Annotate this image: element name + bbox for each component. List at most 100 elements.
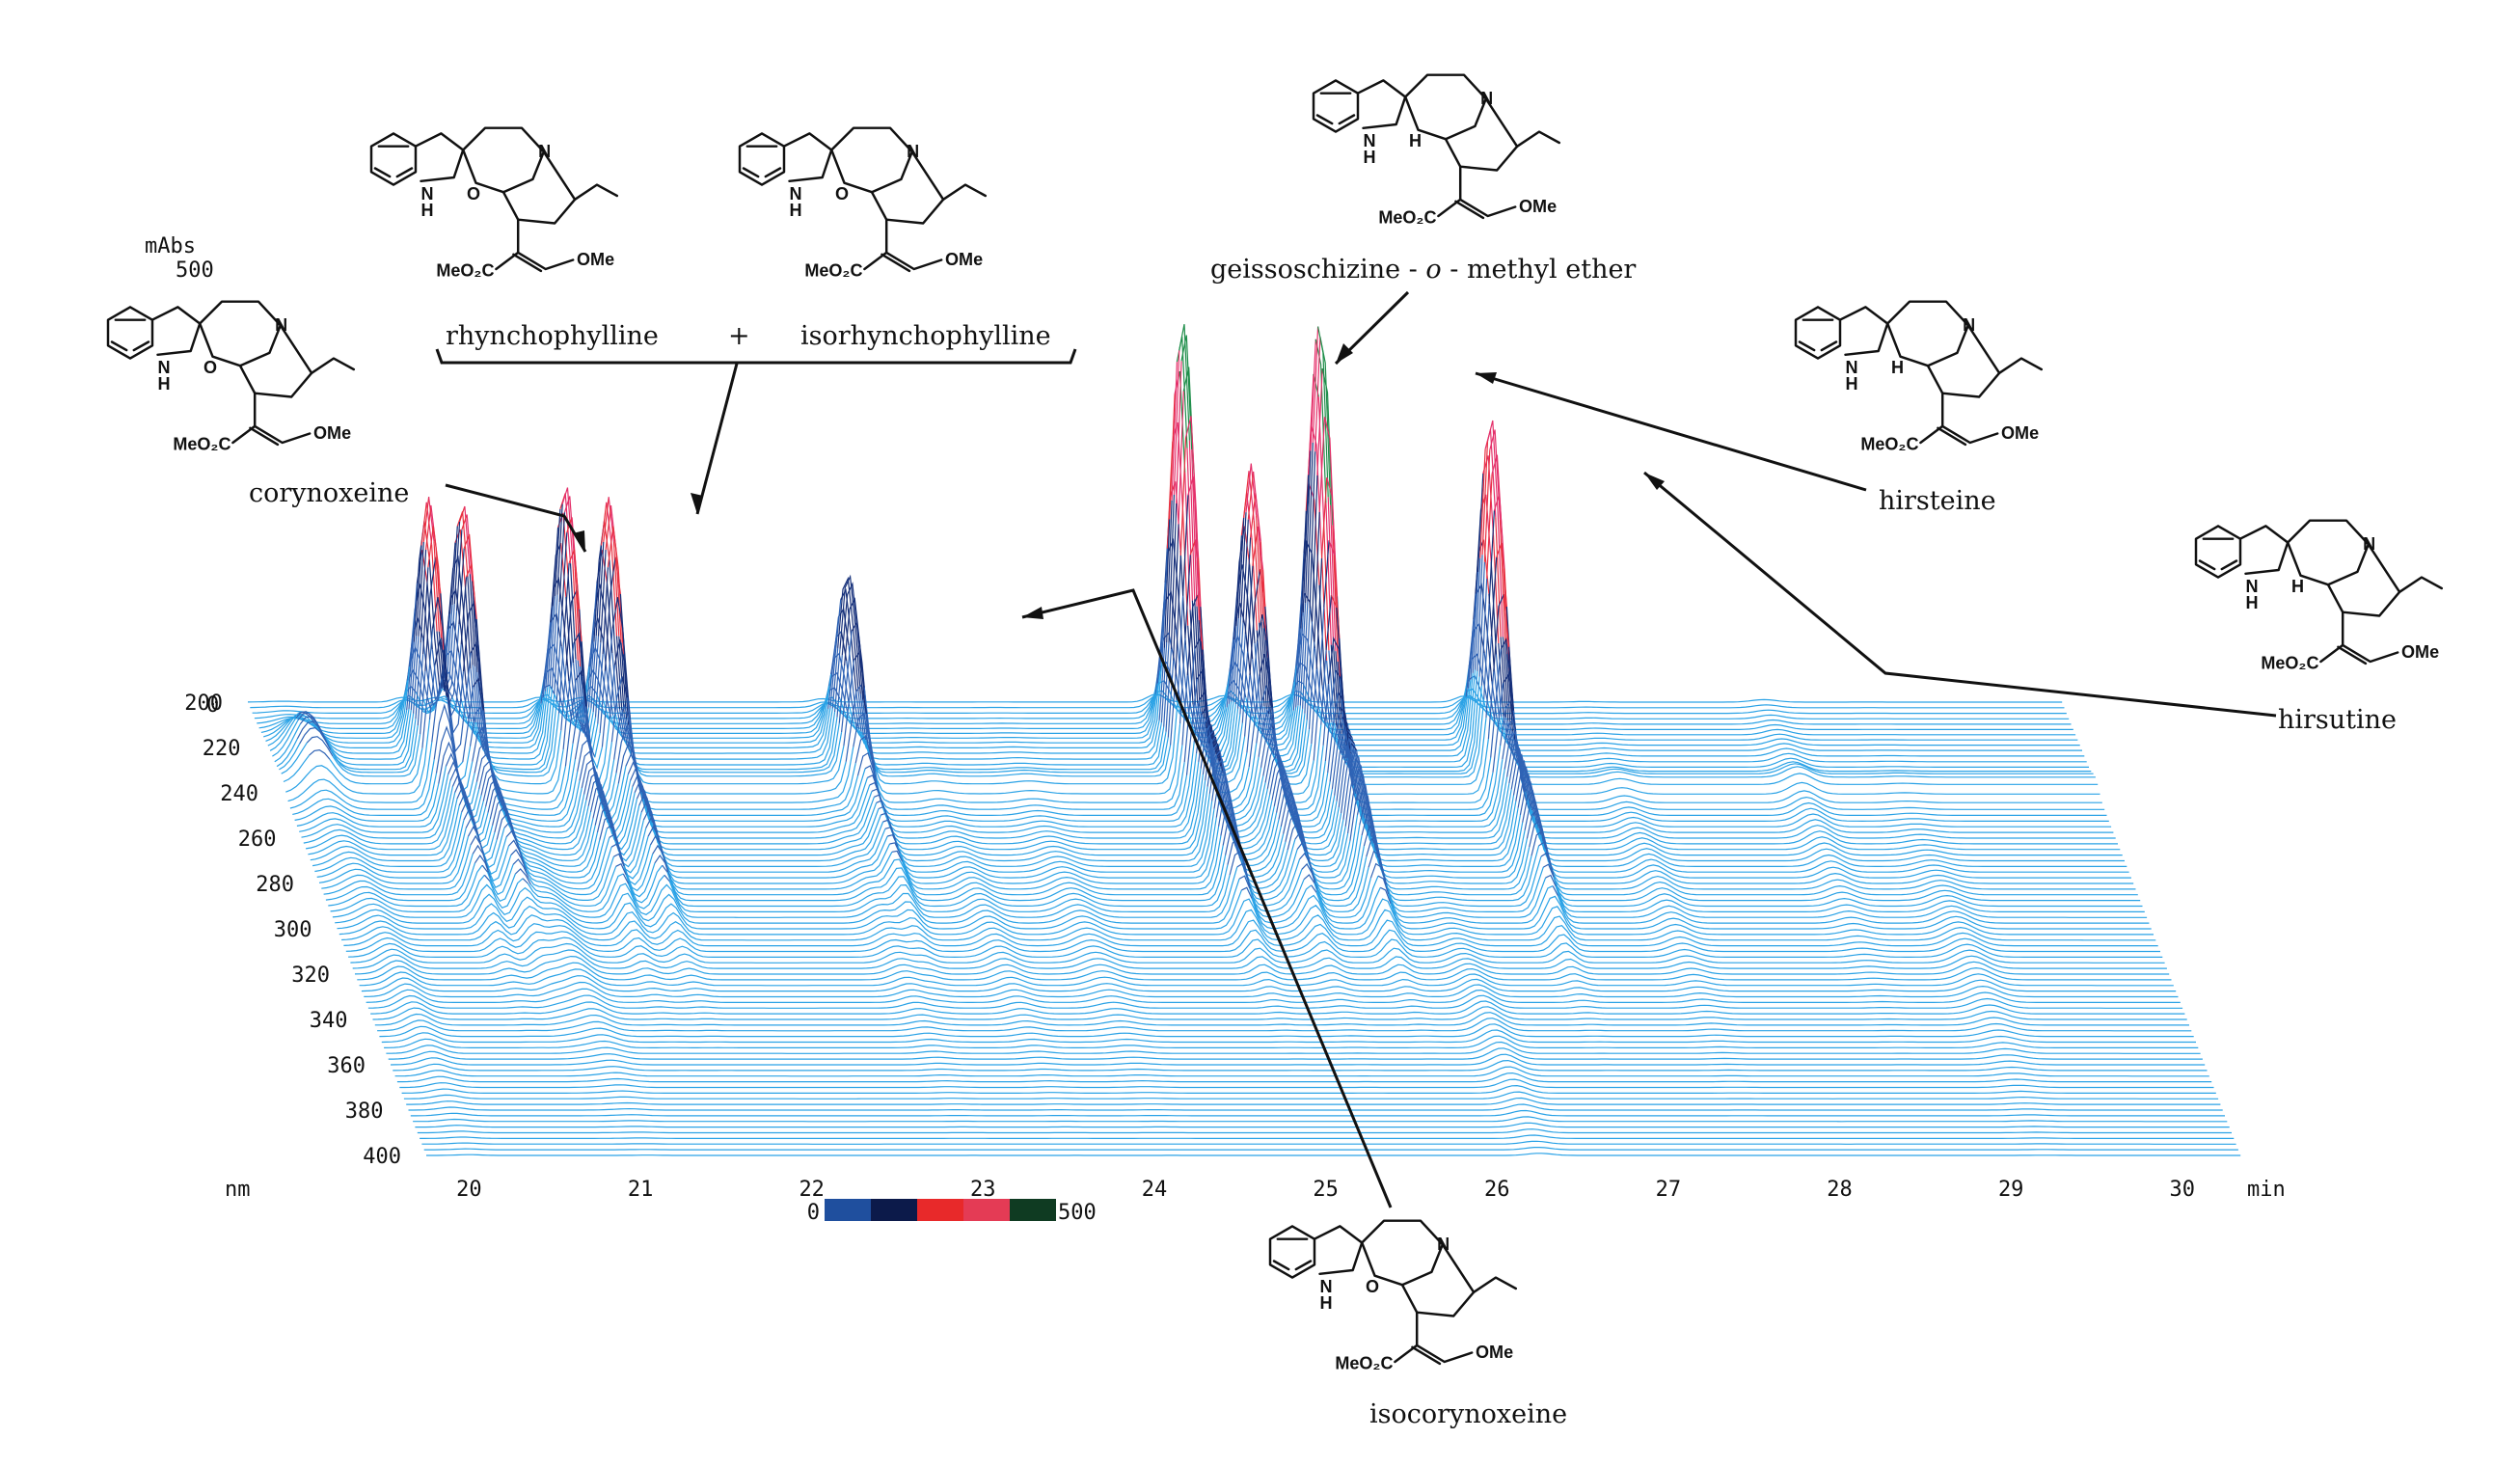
atom-label-ome: OMe: [2401, 642, 2439, 662]
spectrum-trace: [855, 670, 1161, 744]
spectrum-trace: [263, 680, 408, 739]
spectrum-trace: [1280, 791, 1308, 857]
atom-label-n: N: [275, 315, 287, 335]
y-tick-label: 300: [274, 918, 312, 942]
spectrum-trace: [488, 730, 562, 785]
spectrum-trace: [1235, 535, 1242, 627]
spectrum-trace: [1535, 822, 2123, 856]
spectrum-trace: [337, 889, 1242, 930]
spectrum-trace: [649, 834, 666, 864]
spectrum-trace: [388, 1047, 2203, 1060]
spectrum-trace: [415, 642, 421, 719]
spectrum-trace: [476, 671, 489, 760]
double-bond: [1937, 426, 1967, 447]
spectrum-trace: [1295, 628, 1302, 708]
spectrum-trace: [1527, 798, 2114, 833]
spectrum-trace: [895, 808, 1215, 873]
spectrum-trace: [1336, 730, 1348, 801]
spectrum-trace: [669, 855, 1227, 902]
spectrum-trace: [1260, 722, 1287, 803]
x-tick-label: 24: [1142, 1178, 1168, 1202]
spectrum-trace: [1509, 701, 1517, 732]
spectrum-trace: [318, 836, 470, 884]
spectrum-trace: [512, 858, 529, 879]
spectrum-trace: [276, 738, 298, 768]
spectrum-trace: [1346, 718, 1487, 785]
spectrum-trace: [447, 624, 460, 705]
spectrum-trace: [1306, 832, 1349, 873]
atom-label-h: H: [158, 374, 171, 394]
arrow-hirsteine: [1475, 371, 1867, 492]
spectrum-trace: [257, 686, 412, 724]
spectrum-trace: [1241, 833, 1285, 878]
spectrum-trace: [843, 660, 855, 747]
side-chain-bond: [495, 218, 575, 271]
spectrum-trace: [635, 731, 843, 777]
spectrum-trace: [1311, 668, 1317, 745]
spectrum-trace: [451, 526, 458, 606]
spectrum-trace: [494, 771, 579, 822]
atom-label-meo2c: MeO₂C: [1378, 208, 1436, 228]
spectrum-trace: [1494, 719, 2076, 736]
spectrum-trace: [1477, 473, 1484, 573]
spectrum-trace: [466, 514, 474, 582]
spectrum-trace: [884, 827, 897, 840]
spectrum-trace: [507, 811, 592, 856]
spectrum-trace: [522, 878, 528, 884]
atom-label-o: O: [1366, 1277, 1379, 1296]
spectrum-trace: [1255, 493, 1261, 542]
arrow-rhynchophylline: [695, 363, 739, 515]
spectrum-trace: [465, 587, 472, 669]
spectrum-trace: [309, 748, 331, 760]
spectrum-trace: [1322, 683, 1329, 746]
spectrum-trace: [1320, 649, 1327, 725]
spectrum-trace: [433, 541, 440, 632]
ethyl-bond: [2398, 576, 2444, 594]
side-chain-bond: [1919, 392, 1999, 445]
spectrum-trace: [1519, 766, 2096, 778]
arrowhead: [691, 493, 703, 514]
spectrum-trace: [1222, 773, 1234, 841]
atom-label-meo2c: MeO₂C: [2261, 654, 2318, 673]
spectrum-trace: [838, 665, 846, 723]
spectrum-trace: [350, 942, 2165, 964]
double-bond: [2337, 645, 2368, 665]
spectrum-trace: [1525, 791, 2112, 828]
spectrum-trace: [1547, 855, 2134, 884]
ring-bond: [198, 300, 283, 367]
spectrum-trace: [563, 496, 576, 569]
atom-label-ome: OMe: [313, 423, 351, 443]
spectrum-trace: [1490, 649, 1502, 758]
spectrum-trace: [1487, 671, 1495, 740]
spectrum-trace: [555, 615, 563, 702]
spectrum-trace: [416, 545, 422, 637]
spectrum-trace: [661, 835, 888, 879]
z-axis-title: mAbs: [145, 234, 196, 258]
spectrum-trace: [569, 563, 577, 660]
spectrum-trace: [1348, 738, 1489, 795]
spectrum-trace: [482, 772, 505, 812]
atom-label-ome: OMe: [577, 250, 614, 269]
spectrum-trace: [899, 826, 1220, 884]
spectrum-trace: [1379, 847, 1531, 890]
spectrum-trace: [519, 828, 608, 884]
spectrum-trace: [603, 497, 610, 542]
spectrum-trace: [372, 1006, 2187, 1020]
spectrum-trace: [647, 797, 875, 845]
spectrum-trace: [597, 654, 604, 724]
spectrum-trace: [422, 497, 430, 542]
five-ring-bond: [2238, 525, 2290, 576]
spectrum-trace: [514, 868, 531, 885]
spectrum-trace: [1369, 862, 1387, 885]
spectrum-trace: [487, 693, 555, 771]
ethyl-bond: [941, 183, 988, 202]
x-tick-label: 20: [456, 1178, 482, 1202]
spectrum-trace: [622, 873, 630, 884]
y-tick-label: 200: [184, 692, 223, 716]
atom-label-meo2c: MeO₂C: [1335, 1354, 1393, 1373]
spectrum-trace: [581, 758, 604, 805]
spectrum-trace: [408, 641, 415, 710]
spectrum-trace: [393, 1059, 2208, 1072]
spectrum-trace: [332, 878, 524, 918]
